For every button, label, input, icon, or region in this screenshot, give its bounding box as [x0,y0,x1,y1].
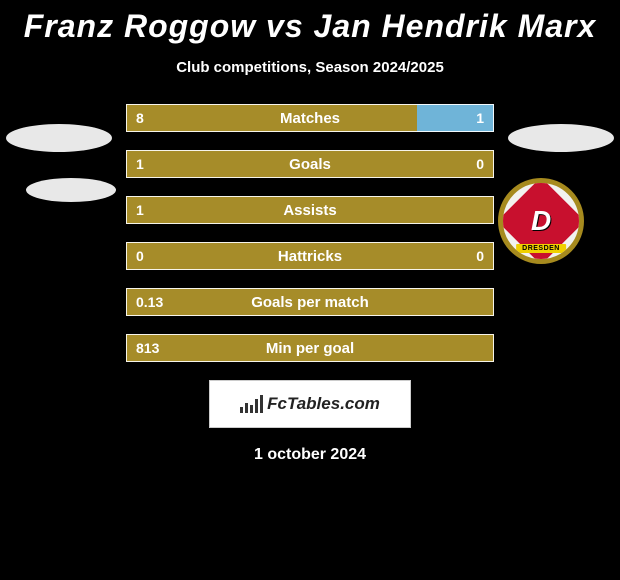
bar-left-fill [126,242,494,270]
stat-row: Hattricks00 [0,242,620,270]
bar-right-fill [417,104,494,132]
comparison-chart: Matches81 Goals10 Assists1 Hattricks00 Goals… [0,104,620,362]
stat-row: Matches81 [0,104,620,132]
footer-date: 1 october 2024 [0,446,620,464]
fctables-label: FcTables.com [267,394,380,414]
bar-container: Assists1 [126,196,494,224]
stat-row: Min per goal813 [0,334,620,362]
bar-left-fill [126,288,494,316]
bar-left-fill [126,196,494,224]
bar-container: Goals per match0.13 [126,288,494,316]
stat-row: Goals10 [0,150,620,178]
stat-row: Assists1 [0,196,620,224]
bar-left-fill [126,334,494,362]
bar-left-fill [126,104,417,132]
bar-container: Hattricks00 [126,242,494,270]
bar-container: Min per goal813 [126,334,494,362]
fctables-attribution: FcTables.com [209,380,411,428]
bar-left-fill [126,150,494,178]
stat-row: Goals per match0.13 [0,288,620,316]
bar-chart-icon [240,395,263,413]
bar-container: Goals10 [126,150,494,178]
bar-container: Matches81 [126,104,494,132]
comparison-subtitle: Club competitions, Season 2024/2025 [0,59,620,76]
comparison-title: Franz Roggow vs Jan Hendrik Marx [0,0,620,45]
